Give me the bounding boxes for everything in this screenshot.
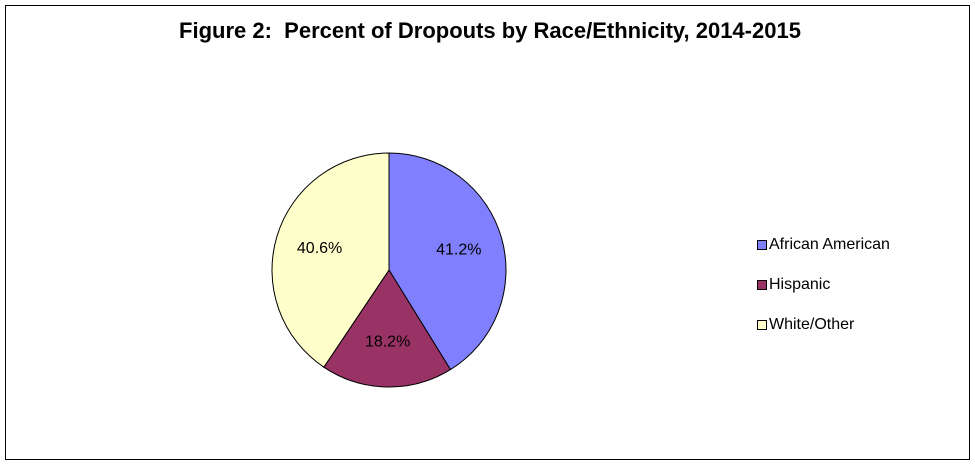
chart-border xyxy=(5,5,970,460)
legend-swatch xyxy=(757,240,767,250)
pie-slice xyxy=(388,152,507,371)
legend-label: African American xyxy=(769,236,890,253)
chart-title: Figure 2: Percent of Dropouts by Race/Et… xyxy=(179,18,801,43)
pie-slice xyxy=(323,269,452,388)
legend-label: Hispanic xyxy=(769,276,830,293)
legend-swatch xyxy=(757,280,767,290)
pie-slice xyxy=(271,152,390,368)
legend-label: White/Other xyxy=(769,316,855,333)
legend-swatch xyxy=(757,320,767,330)
data-label: 40.6% xyxy=(297,240,342,257)
data-label: 18.2% xyxy=(365,334,410,351)
data-label: 41.2% xyxy=(436,241,481,258)
